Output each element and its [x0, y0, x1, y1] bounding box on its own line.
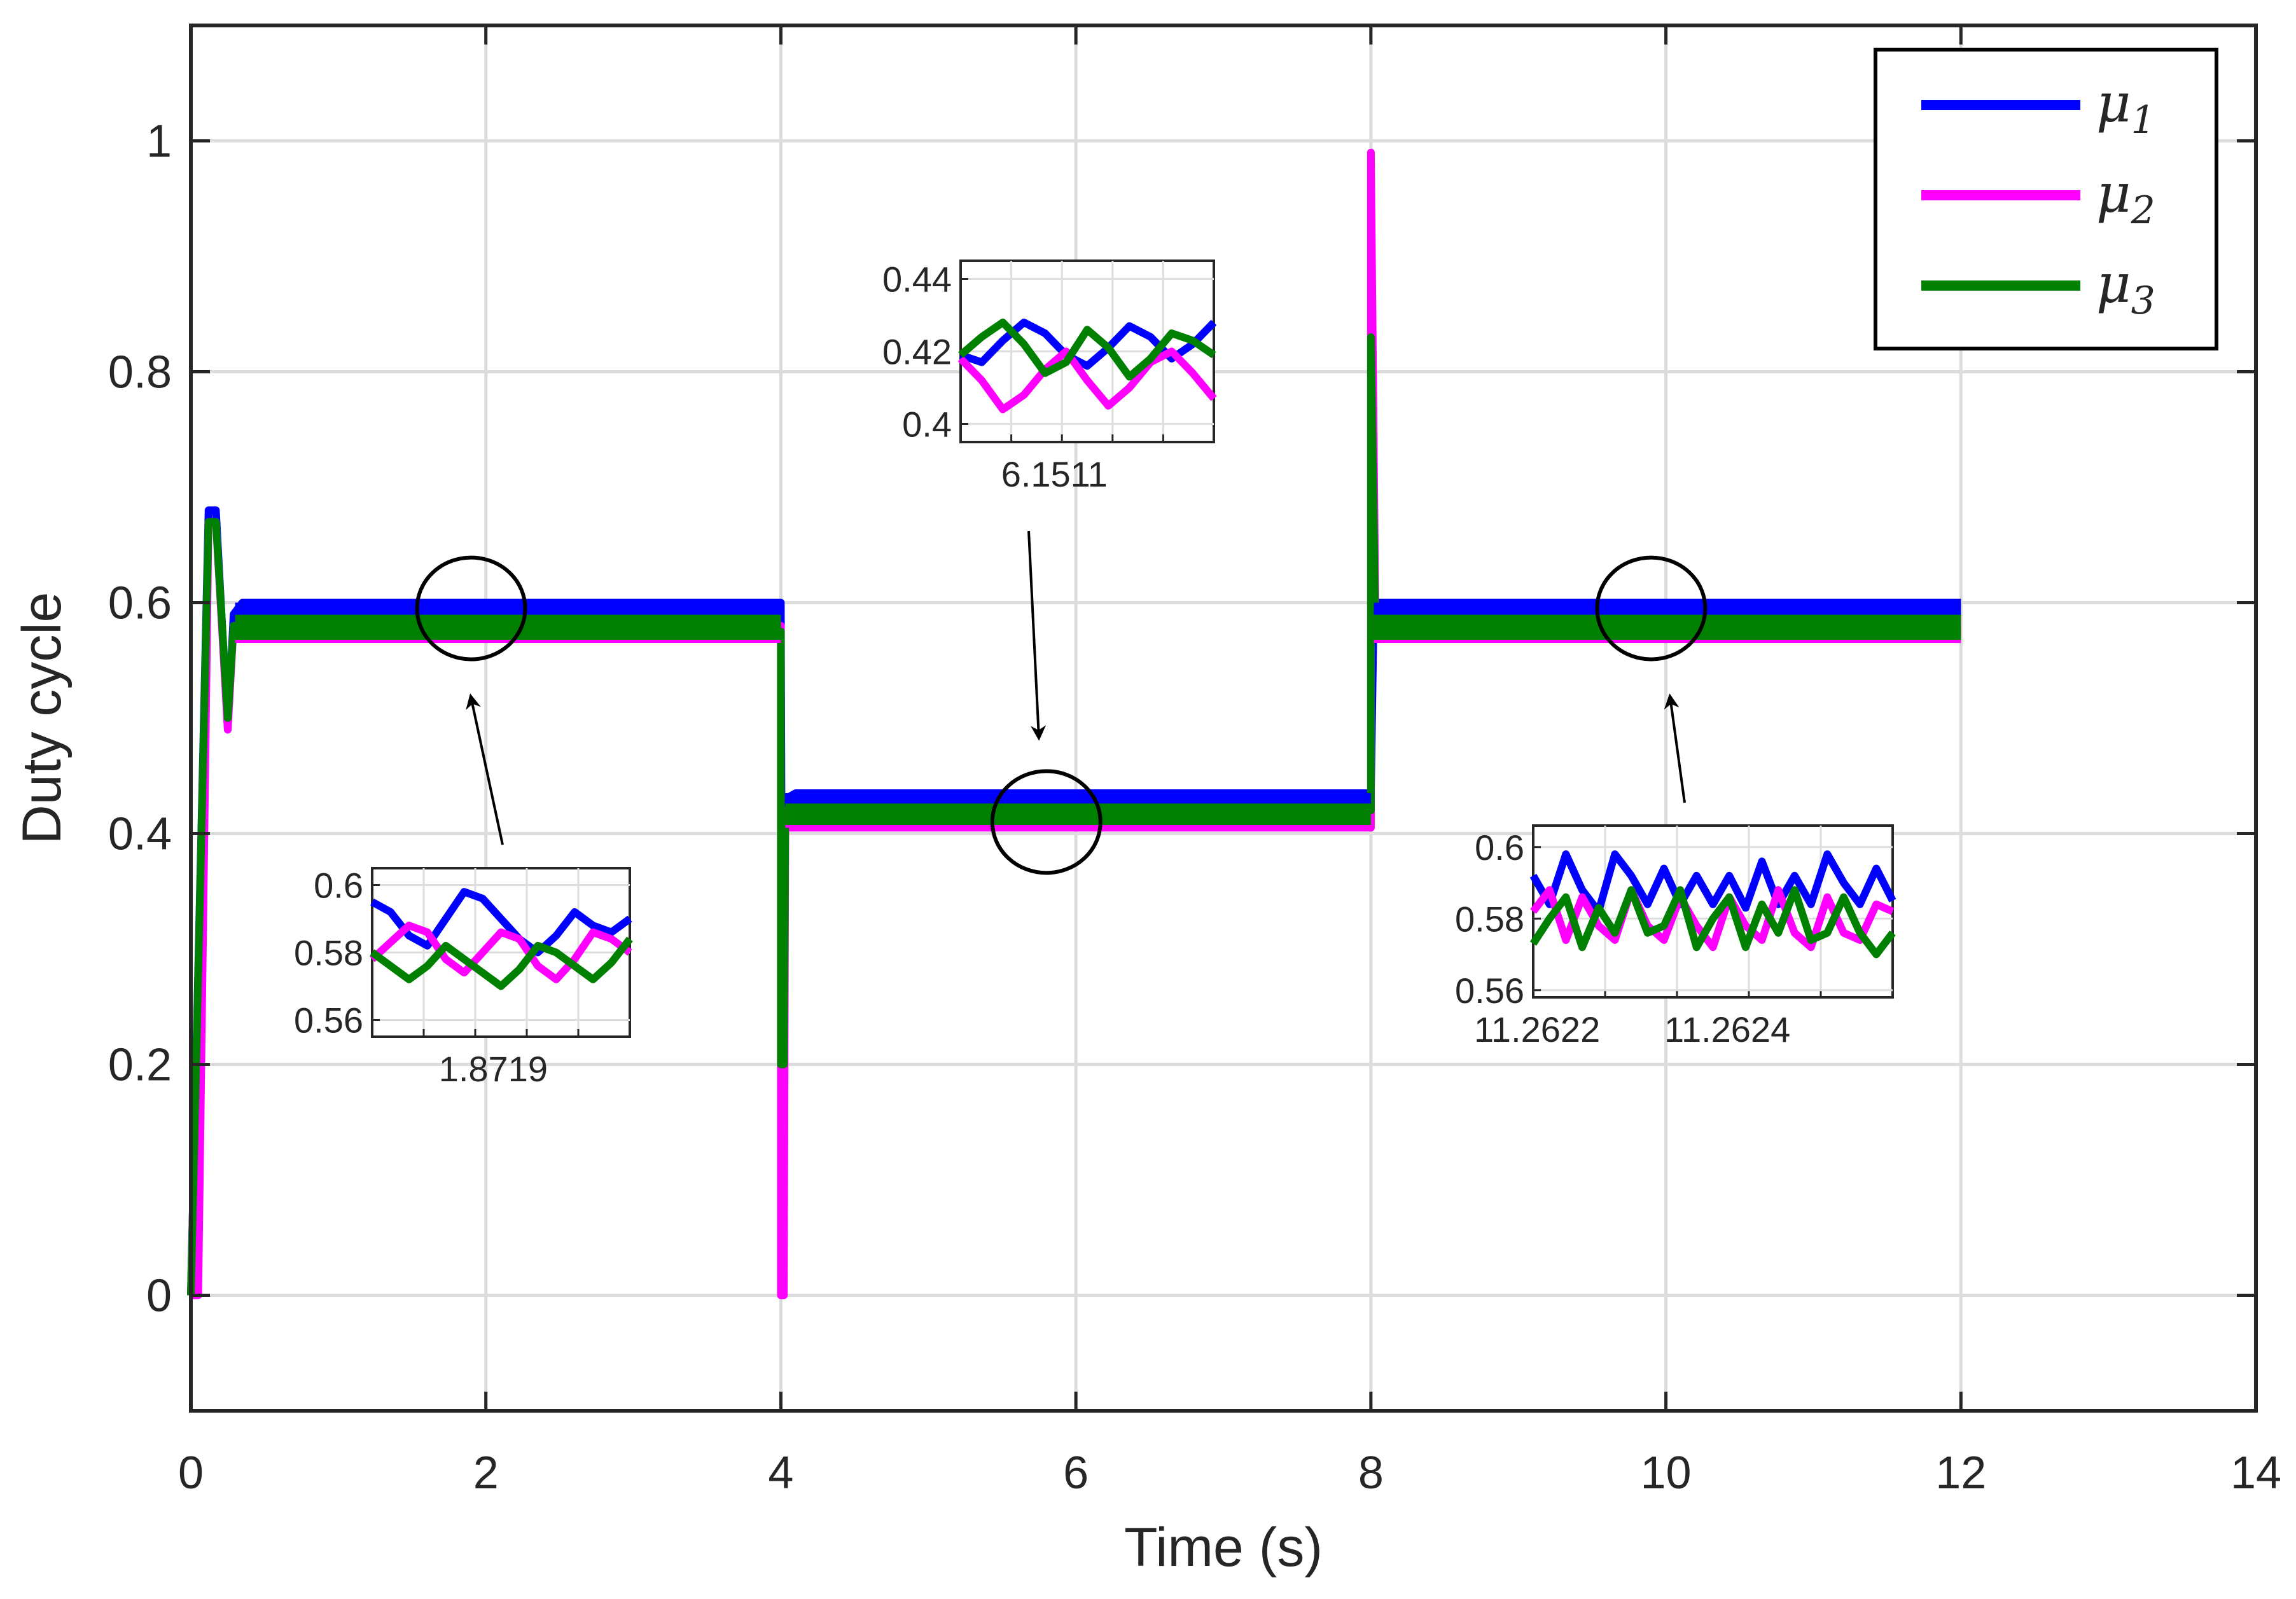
- series-band: [785, 793, 1371, 806]
- x-axis-label: Time (s): [1124, 1517, 1323, 1578]
- legend-label: μ3: [2096, 253, 2155, 323]
- y-tick-label: 1: [146, 116, 172, 167]
- inset-y-tick-label: 0.56: [1455, 971, 1524, 1011]
- zoom-insets: 0.560.580.61.87190.40.420.446.15110.560.…: [294, 260, 1896, 1089]
- legend-label: μ2: [2096, 162, 2155, 233]
- series-band: [1374, 602, 1961, 617]
- x-tick-label: 6: [1063, 1448, 1089, 1499]
- series-line: [187, 333, 1961, 1296]
- inset-x-tick-label: 11.2624: [1664, 1009, 1790, 1049]
- x-tick-label: 14: [2230, 1448, 2281, 1499]
- zoom-arrow: [1664, 693, 1686, 803]
- axes-box: [189, 24, 2258, 1413]
- y-tick-label: 0.2: [108, 1040, 172, 1091]
- inset-x-tick-label: 1.8719: [439, 1049, 548, 1089]
- inset-y-tick-label: 0.4: [902, 405, 952, 445]
- x-tick-label: 10: [1641, 1448, 1692, 1499]
- legend-label: μ1: [2096, 72, 2155, 142]
- legend: μ1 μ2 μ3: [1874, 48, 2218, 350]
- zoom-arrow: [1027, 530, 1047, 741]
- inset-series-line: [1529, 886, 1896, 959]
- inset-y-tick-label: 0.6: [1475, 827, 1524, 868]
- inset-series-line: [370, 936, 633, 990]
- inset-series-line: [369, 922, 632, 983]
- inset-x-tick-label: 6.1511: [1001, 454, 1108, 494]
- inset-y-tick-label: 0.6: [314, 866, 363, 906]
- inset-y-tick-label: 0.56: [294, 1000, 363, 1041]
- inset-1: 0.56 0.58 0.6 1.8719: [294, 866, 633, 1089]
- series-band: [785, 803, 1371, 826]
- inset-3: 0.56 0.58 0.6 11.2622 11.2624: [1455, 824, 1896, 1049]
- inset-y-tick-label: 0.42: [882, 332, 952, 372]
- inset-2: 0.4 0.42 0.44 6.1511: [882, 260, 1217, 494]
- inset-y-tick-label: 0.58: [294, 933, 363, 973]
- y-tick-label: 0: [146, 1271, 172, 1322]
- series-band: [1374, 614, 1961, 640]
- series-lines: [187, 148, 1961, 1299]
- x-tick-label: 4: [768, 1448, 793, 1499]
- inset-series-line: [370, 888, 632, 957]
- zoom-arrow: [466, 693, 504, 845]
- inset-y-tick-label: 0.58: [1455, 899, 1524, 939]
- inset-series-line: [959, 318, 1217, 370]
- zoom-circle: [415, 555, 527, 661]
- tick-labels: 0 2 4 6 8 10 12 14 0 0.2 0.4 0.6 0.8 1: [108, 116, 2281, 1499]
- zoom-annotations: [415, 530, 1708, 875]
- inset-y-tick-label: 0.44: [882, 260, 952, 300]
- x-tick-label: 8: [1358, 1448, 1384, 1499]
- zoom-circle: [1595, 555, 1708, 661]
- inset-x-tick-label: 11.2622: [1474, 1009, 1600, 1049]
- y-axis-label: Duty cycle: [11, 592, 73, 845]
- y-tick-label: 0.4: [108, 809, 172, 860]
- y-tick-label: 0.6: [108, 578, 172, 629]
- zoom-circle: [990, 769, 1103, 875]
- x-tick-label: 2: [473, 1448, 499, 1499]
- y-tick-label: 0.8: [108, 347, 172, 398]
- x-tick-label: 0: [178, 1448, 204, 1499]
- series-band: [235, 602, 781, 617]
- inset-series-line: [957, 347, 1217, 413]
- inset-series-line: [958, 318, 1216, 381]
- inset-series-line: [1529, 850, 1896, 915]
- series-band: [235, 614, 781, 640]
- x-tick-label: 12: [1935, 1448, 1986, 1499]
- axes-frame: [189, 24, 2258, 1413]
